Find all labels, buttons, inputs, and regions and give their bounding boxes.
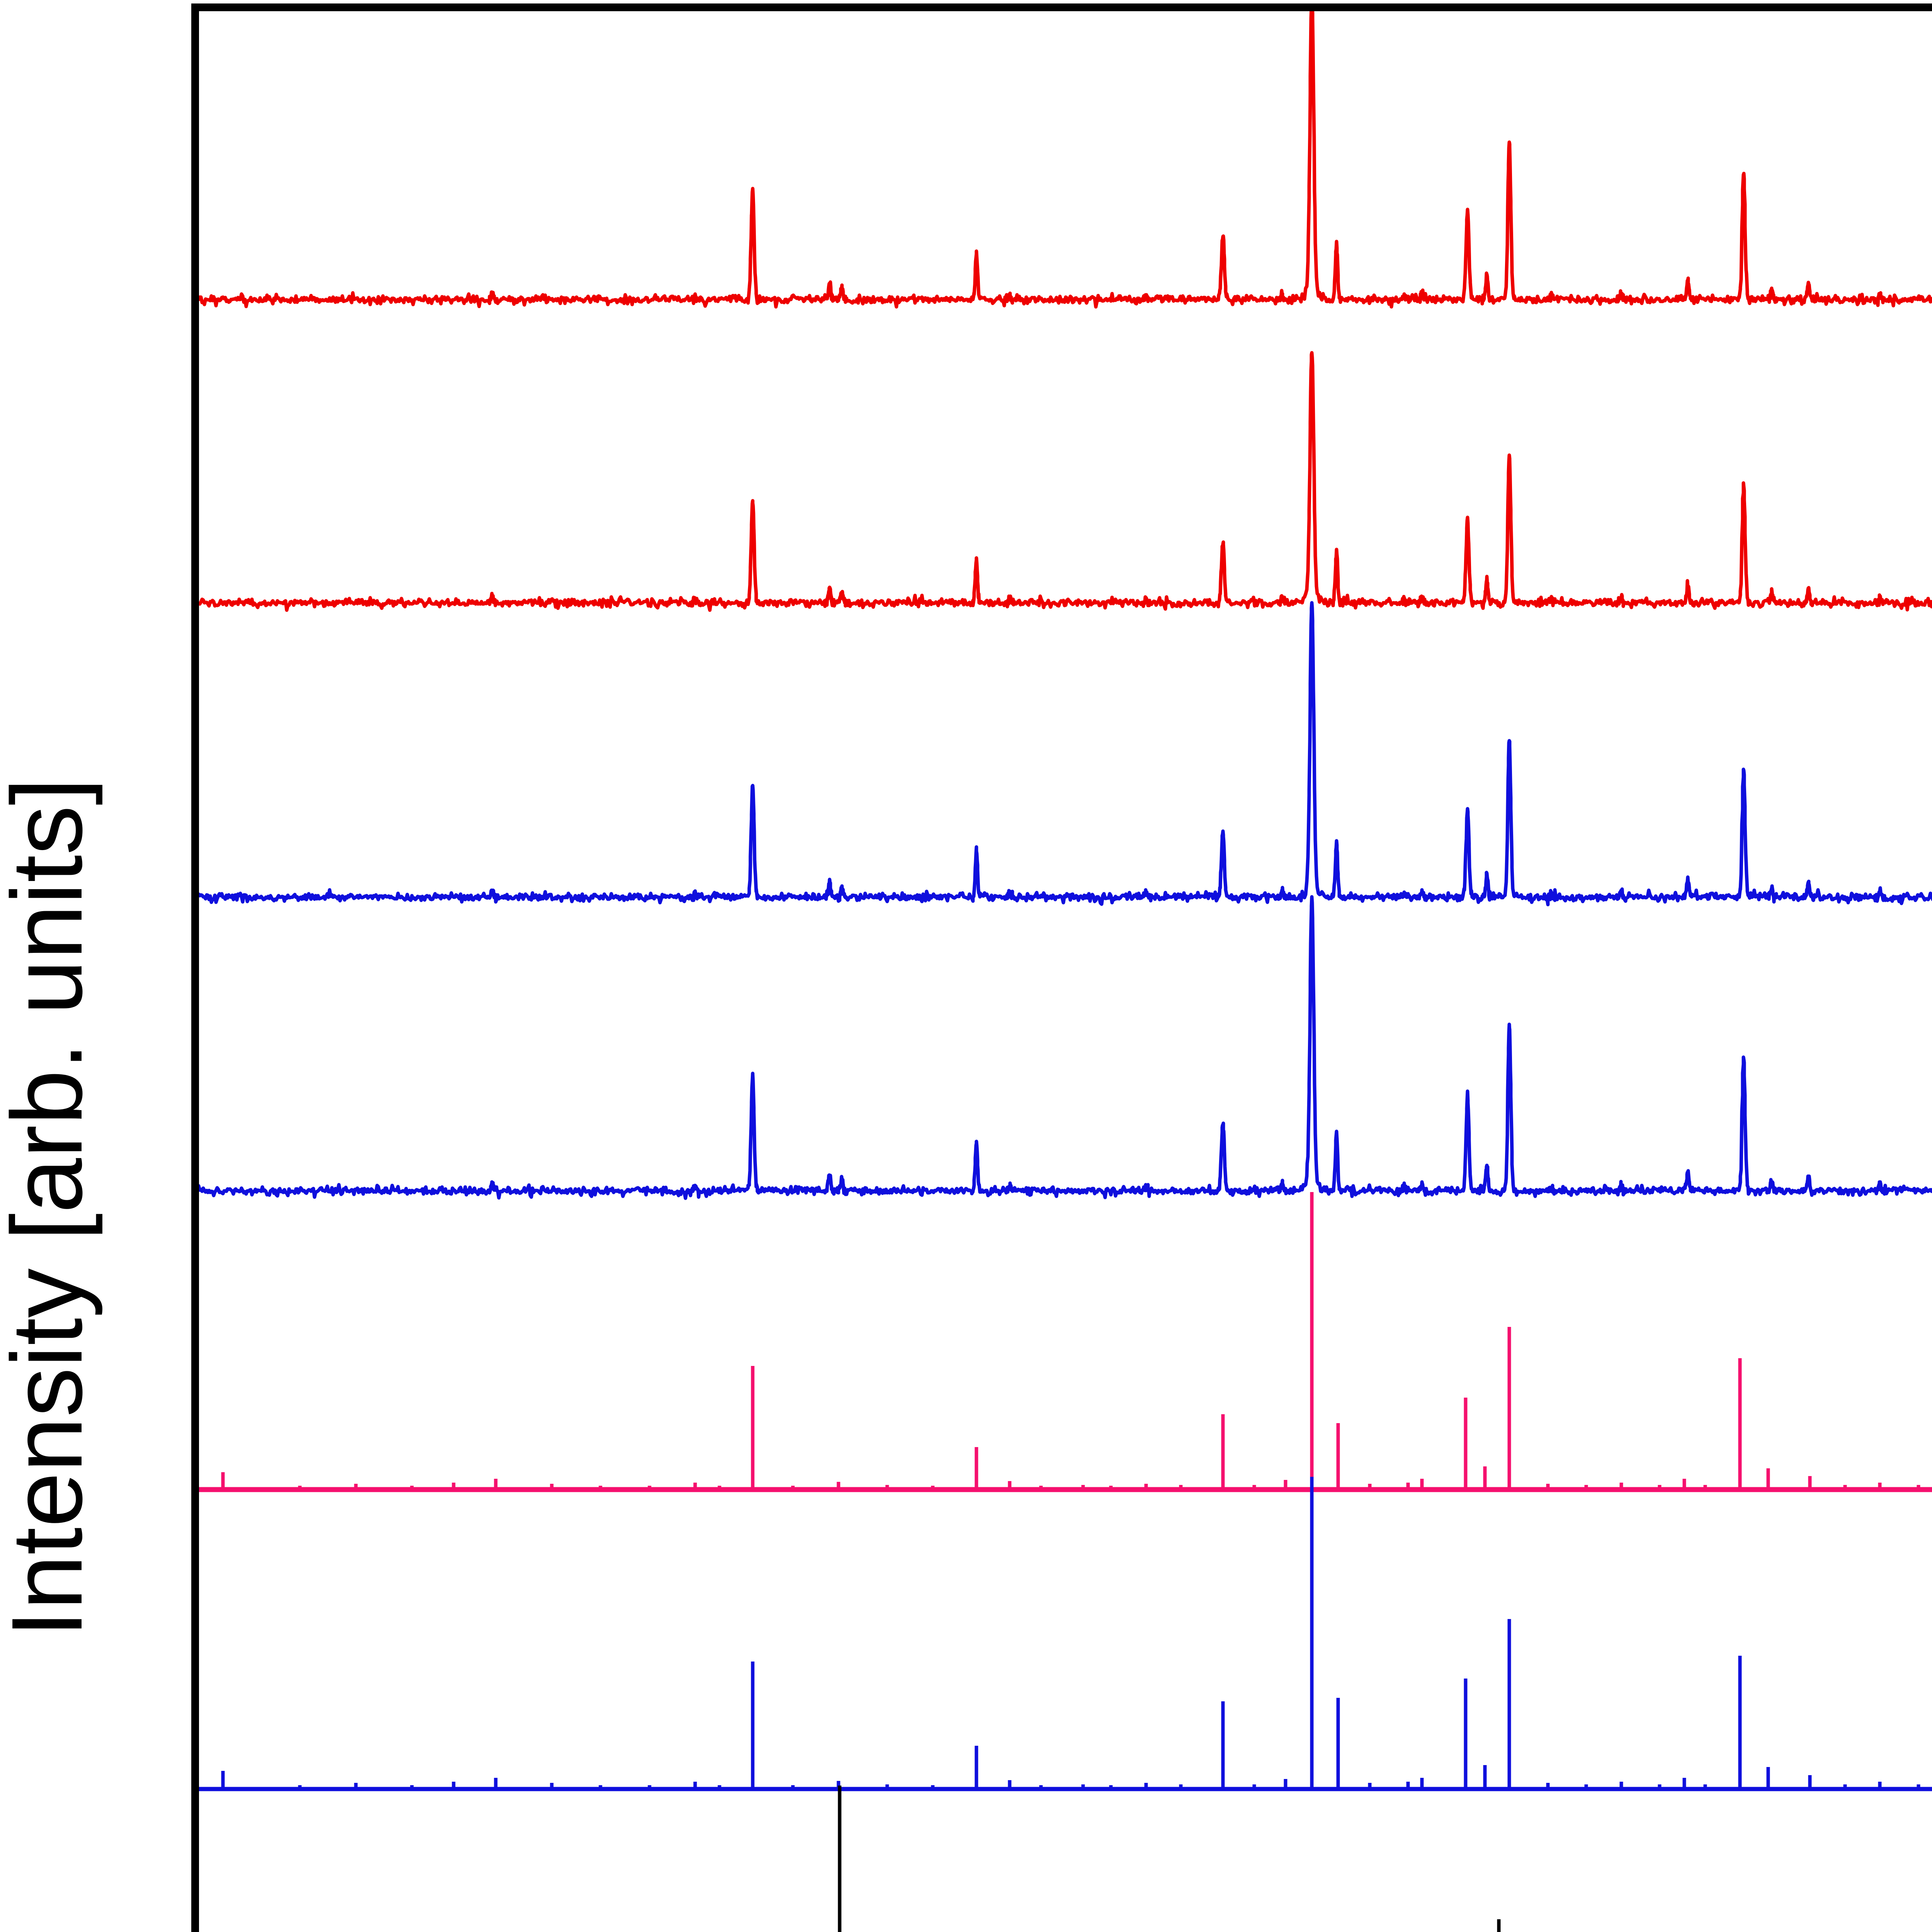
- svg-text:Intensity [arb. units]: Intensity [arb. units]: [0, 778, 104, 1638]
